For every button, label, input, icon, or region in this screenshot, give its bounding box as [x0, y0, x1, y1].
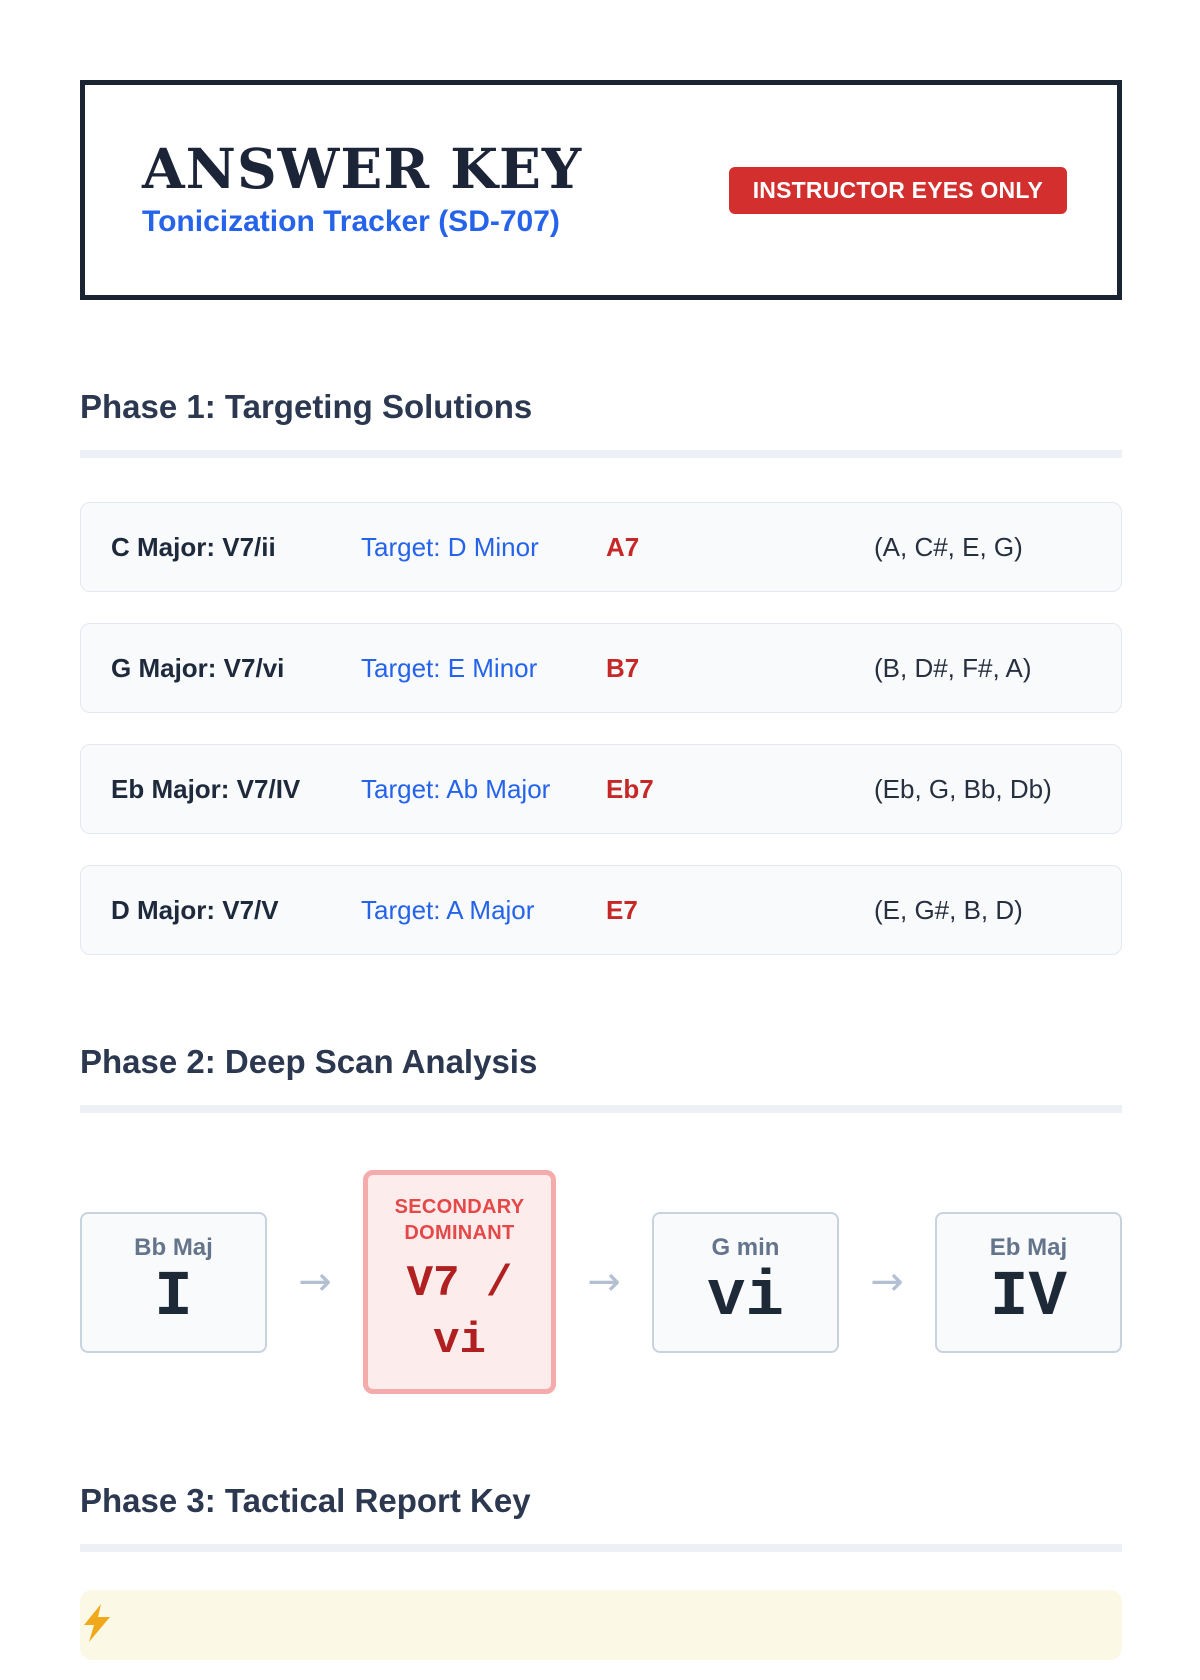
chord-key: Eb Maj — [989, 1234, 1068, 1261]
target-chord: Target: D Minor — [361, 531, 539, 562]
target-chord: Target: A Major — [361, 894, 535, 925]
chord-key: Bb Maj — [134, 1234, 213, 1261]
chord-tones: (A, C#, E, G) — [874, 531, 1023, 562]
key-label: Eb Major: V7/IV — [111, 773, 301, 804]
phase-1-answer-list: C Major: V7/ii Target: D Minor A7 (A, C#… — [80, 502, 1122, 955]
chord-node-secondary-dominant: SECONDARY DOMINANT V7 / vi — [362, 1170, 556, 1394]
chord-node-submediant: G min vi — [651, 1211, 839, 1353]
phase-2-section: Phase 2: Deep Scan Analysis Bb Maj I → S… — [80, 1043, 1122, 1394]
key-label: C Major: V7/ii — [111, 531, 276, 562]
page-title: ANSWER KEY — [142, 136, 583, 201]
chord-node-tonic: Bb Maj I — [80, 1211, 267, 1353]
page-subtitle: Tonicization Tracker (SD-707) — [142, 205, 560, 238]
phase-1-heading: Phase 1: Targeting Solutions — [80, 388, 1122, 458]
chord-tones: (E, G#, B, D) — [874, 894, 1023, 925]
answer-key-header: ANSWER KEY Tonicization Tracker (SD-707)… — [80, 80, 1122, 300]
answer-row: Eb Major: V7/IV Target: Ab Major Eb7 (Eb… — [80, 744, 1122, 834]
chord-key: G min — [711, 1234, 780, 1261]
instructor-only-badge: INSTRUCTOR EYES ONLY — [728, 166, 1067, 214]
secondary-dominant-tag: SECONDARY DOMINANT — [394, 1195, 525, 1244]
chord-numeral: V7 / vi — [406, 1258, 513, 1366]
answer-row: G Major: V7/vi Target: E Minor B7 (B, D#… — [80, 623, 1122, 713]
answer-chord: Eb7 — [606, 773, 654, 804]
answer-chord: E7 — [606, 894, 638, 925]
phase-3-heading: Phase 3: Tactical Report Key — [80, 1482, 1122, 1552]
target-chord: Target: E Minor — [361, 652, 538, 683]
tactical-note-callout — [80, 1590, 1122, 1660]
header-titles: ANSWER KEY Tonicization Tracker (SD-707) — [142, 141, 582, 239]
right-arrow-icon: → — [587, 1259, 621, 1305]
chord-numeral: I — [154, 1262, 193, 1334]
phase-1-section: Phase 1: Targeting Solutions C Major: V7… — [80, 388, 1122, 955]
phase-3-section: Phase 3: Tactical Report Key — [80, 1482, 1122, 1660]
chord-node-subdominant: Eb Maj IV — [934, 1211, 1122, 1353]
answer-chord: A7 — [606, 531, 640, 562]
answer-chord: B7 — [606, 652, 640, 683]
key-label: D Major: V7/V — [111, 894, 279, 925]
progression-diagram: Bb Maj I → SECONDARY DOMINANT V7 / vi → … — [80, 1170, 1122, 1394]
phase-2-heading: Phase 2: Deep Scan Analysis — [80, 1043, 1122, 1113]
answer-row: D Major: V7/V Target: A Major E7 (E, G#,… — [80, 865, 1122, 955]
chord-tones: (B, D#, F#, A) — [874, 652, 1032, 683]
chord-numeral: vi — [707, 1262, 784, 1334]
target-chord: Target: Ab Major — [361, 773, 551, 804]
key-label: G Major: V7/vi — [111, 652, 285, 683]
right-arrow-icon: → — [870, 1259, 904, 1305]
answer-row: C Major: V7/ii Target: D Minor A7 (A, C#… — [80, 502, 1122, 592]
chord-numeral: IV — [990, 1262, 1067, 1334]
chord-tones: (Eb, G, Bb, Db) — [874, 773, 1052, 804]
right-arrow-icon: → — [298, 1259, 332, 1305]
answer-key-page: ANSWER KEY Tonicization Tracker (SD-707)… — [0, 80, 1200, 1660]
lightning-bolt-icon — [84, 1604, 110, 1642]
